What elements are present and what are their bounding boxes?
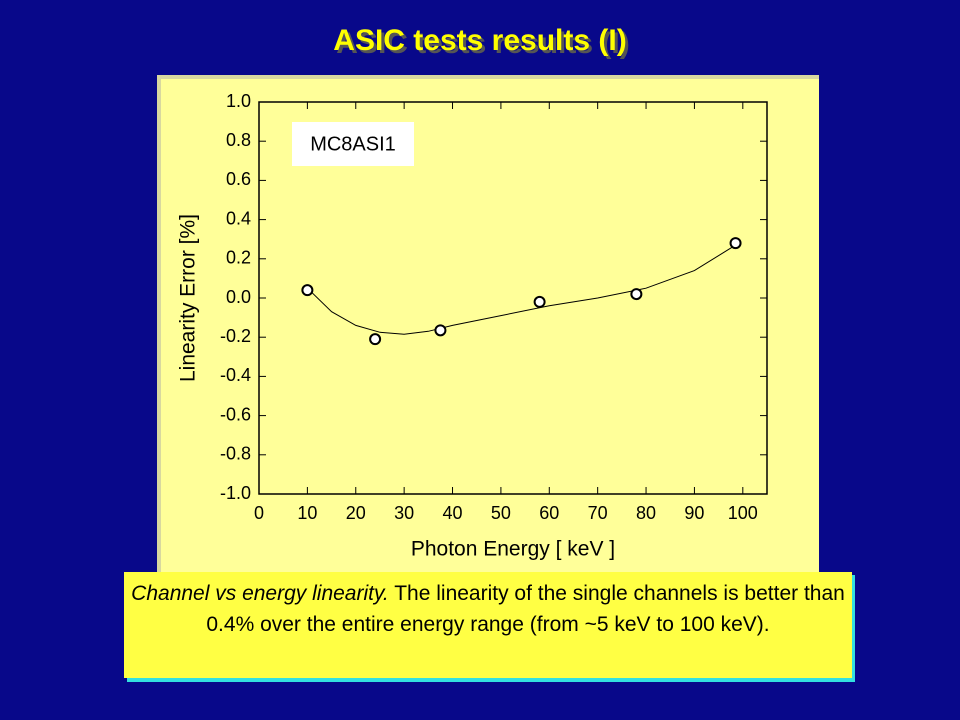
y-tick-label: -0.6 xyxy=(220,404,251,424)
y-tick-label: 0.0 xyxy=(226,287,251,307)
y-tick-label: -0.4 xyxy=(220,365,251,385)
title-shadow: ASIC tests results (I) xyxy=(336,27,629,60)
data-point xyxy=(729,237,742,250)
x-tick-label: 70 xyxy=(588,503,608,523)
y-tick-label: 0.2 xyxy=(226,248,251,268)
y-tick-label: -0.8 xyxy=(220,444,251,464)
fit-line xyxy=(307,244,736,335)
y-tick-label: 0.8 xyxy=(226,130,251,150)
x-tick-label: 60 xyxy=(539,503,559,523)
x-tick-label: 90 xyxy=(684,503,704,523)
x-tick-label: 10 xyxy=(297,503,317,523)
annotation: MC8ASI1 xyxy=(310,133,396,155)
x-tick-label: 80 xyxy=(636,503,656,523)
x-tick-label: 100 xyxy=(728,503,758,523)
caption: Channel vs energy linearity. The lineari… xyxy=(130,578,846,640)
data-point xyxy=(434,324,447,337)
x-tick-label: 0 xyxy=(254,503,264,523)
caption-italic: Channel vs energy linearity. xyxy=(131,582,389,605)
y-tick-label: -1.0 xyxy=(220,483,251,503)
y-tick-label: 0.6 xyxy=(226,169,251,189)
x-tick-label: 40 xyxy=(443,503,463,523)
x-tick-label: 50 xyxy=(491,503,511,523)
annotation-box xyxy=(292,122,414,166)
caption-text: The linearity of the single channels is … xyxy=(206,582,845,636)
chart-panel xyxy=(161,79,819,578)
y-tick-label: 0.4 xyxy=(226,208,251,228)
x-tick-label: 30 xyxy=(394,503,414,523)
x-axis-label: Photon Energy [ keV ] xyxy=(411,538,615,561)
plot: 1.0 0.8 0.6 0.4 0.2 0.0 -0.2 -0.4 -0.6 -0.8 -1.00 1… xyxy=(220,91,767,523)
data-point xyxy=(630,288,643,301)
y-tick-label: -0.2 xyxy=(220,326,251,346)
y-tick-label: 1.0 xyxy=(226,91,251,111)
y-axis-label: Linearity Error [%] xyxy=(177,214,200,382)
caption-box xyxy=(124,572,852,678)
data-point xyxy=(301,284,314,297)
x-tick-label: 20 xyxy=(346,503,366,523)
slide-title: ASIC tests results (I) xyxy=(333,24,626,57)
data-point xyxy=(533,295,546,308)
data-point xyxy=(369,333,382,346)
